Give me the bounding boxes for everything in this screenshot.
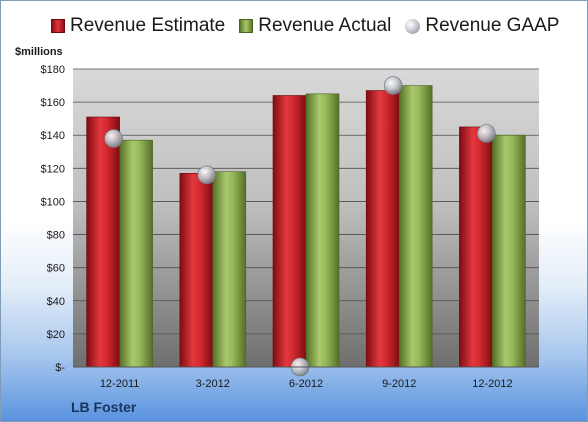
- x-tick-label: 6-2012: [289, 378, 323, 390]
- y-axis-unit-label: $millions: [15, 46, 63, 58]
- y-tick-label: $20: [47, 329, 65, 341]
- legend-swatch-revenue-estimate: [51, 19, 65, 33]
- bar-revenue-actual: [119, 139, 153, 368]
- bar-revenue-estimate: [86, 116, 120, 368]
- y-tick-label: $100: [41, 196, 65, 208]
- y-tick-label: $140: [41, 130, 65, 142]
- marker-revenue-gaap: [104, 129, 123, 148]
- y-tick-label: $180: [41, 64, 65, 76]
- x-tick-label: 12-2011: [100, 378, 140, 390]
- marker-revenue-gaap: [197, 165, 217, 185]
- x-tick-label: 9-2012: [382, 378, 416, 390]
- bar-revenue-actual: [398, 85, 433, 368]
- bar-revenue-estimate: [179, 173, 214, 368]
- legend-swatch-revenue-actual: [239, 19, 254, 33]
- bar-revenue-actual: [492, 134, 526, 368]
- legend-label-revenue-gaap: Revenue GAAP: [425, 15, 560, 36]
- bar-revenue-estimate: [459, 126, 493, 368]
- legend-label-revenue-actual: Revenue Actual: [258, 15, 392, 36]
- y-axis-ticks: $- $20 $40 $60 $80 $100 $120 $140 $160 $180: [41, 64, 66, 374]
- gaap-markers: [104, 76, 496, 377]
- legend-item-revenue-gaap: Revenue GAAP: [405, 15, 559, 37]
- bar-revenue-estimate: [365, 90, 400, 368]
- x-tick-label: 3-2012: [196, 378, 230, 390]
- marker-revenue-gaap: [477, 124, 496, 143]
- bar-revenue-actual: [212, 171, 247, 368]
- x-axis-ticks: 12-2011 3-2012 6-2012 9-2012 12-2012: [100, 378, 513, 390]
- y-tick-label: $40: [47, 296, 65, 308]
- y-tick-label: $60: [47, 263, 65, 275]
- bar-revenue-actual: [305, 93, 340, 368]
- legend-swatch-revenue-gaap: [405, 18, 421, 34]
- y-tick-label: $80: [47, 230, 65, 242]
- legend-item-revenue-estimate: Revenue Estimate: [51, 15, 225, 37]
- legend-label-revenue-estimate: Revenue Estimate: [70, 15, 226, 36]
- bar-revenue-estimate: [272, 95, 307, 368]
- legend-item-revenue-actual: Revenue Actual: [239, 15, 391, 37]
- x-tick-label: 12-2012: [472, 378, 512, 390]
- bars: [86, 85, 526, 368]
- y-tick-label: $160: [41, 97, 65, 109]
- y-tick-label: $120: [41, 163, 65, 175]
- marker-revenue-gaap: [383, 76, 403, 95]
- y-tick-label: $-: [55, 362, 65, 374]
- chart-legend: Revenue Estimate Revenue Actual Revenue …: [51, 15, 559, 37]
- company-name: LB Foster: [71, 399, 137, 415]
